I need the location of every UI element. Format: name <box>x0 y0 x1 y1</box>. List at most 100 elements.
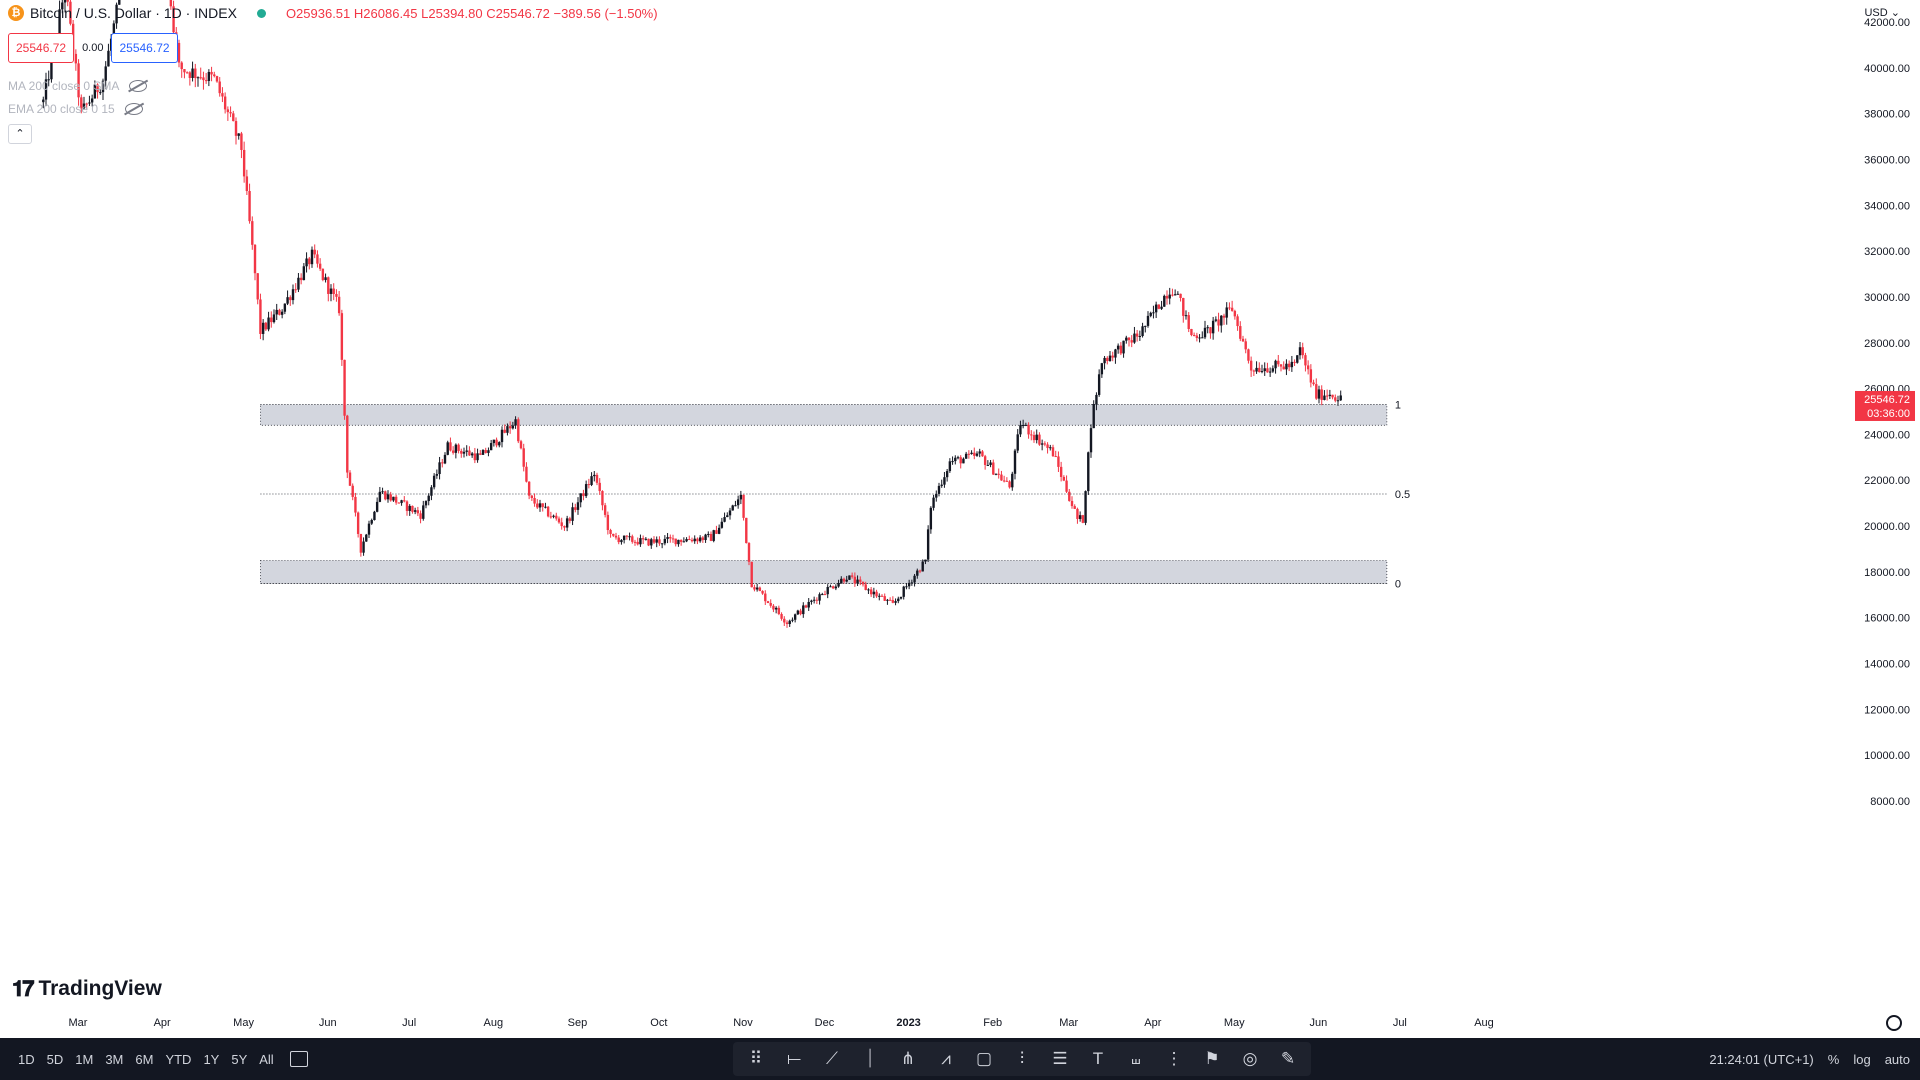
range-button-6m[interactable]: 6M <box>135 1051 154 1067</box>
candle-body <box>785 622 789 625</box>
candle <box>221 87 224 103</box>
rectangle-icon[interactable]: ▢ <box>975 1049 993 1068</box>
range-button-1m[interactable]: 1M <box>75 1051 94 1067</box>
auto-toggle[interactable]: auto <box>1884 1051 1910 1067</box>
collapse-indicators-button[interactable]: ⌃ <box>8 124 32 144</box>
candle <box>834 584 838 591</box>
candle <box>1051 444 1055 457</box>
candle <box>61 0 64 14</box>
horizontal-ray-icon[interactable]: ⟝ <box>786 1049 802 1068</box>
candle-body <box>1021 425 1025 427</box>
candle-body <box>777 607 781 615</box>
candle-body <box>378 491 382 502</box>
time-axis[interactable]: Mar Apr May Jun Jul Aug Sep Oct Nov Dec 2023 Feb Mar… <box>69 1017 1494 1029</box>
circle-icon[interactable]: ◎ <box>1242 1049 1258 1068</box>
candle-body <box>620 540 623 543</box>
hidden-eye-icon[interactable] <box>129 80 148 92</box>
candle-body <box>812 599 816 601</box>
price-chart[interactable]: 10.50 42000.0040000.0038000.0036000.0034… <box>0 0 1920 1038</box>
candle <box>1011 471 1014 491</box>
range-button-5d[interactable]: 5D <box>46 1051 64 1067</box>
candle <box>373 510 376 521</box>
candle-body <box>1236 316 1239 327</box>
candle-body <box>970 452 973 455</box>
candle-body <box>574 507 577 510</box>
candle-body <box>552 515 555 517</box>
price-axis[interactable]: 42000.00 40000.00 38000.00 36000.00 34000.00… <box>1864 17 1910 808</box>
candle <box>821 592 824 596</box>
measure-icon[interactable]: ⧢ <box>1131 1049 1141 1068</box>
candle <box>720 517 724 529</box>
range-button-all[interactable]: All <box>259 1051 274 1067</box>
vertical-line-icon[interactable]: ⏐ <box>865 1049 875 1068</box>
indicator-ma[interactable]: MA 200 close 0 SMA <box>8 79 148 93</box>
candle-body <box>1228 307 1231 309</box>
clock[interactable]: 21:24:01 (UTC+1) <box>1709 1051 1814 1067</box>
candle <box>584 480 588 498</box>
buy-button[interactable]: 25546.72 <box>111 33 178 63</box>
candle-body <box>1165 295 1169 299</box>
pattern-icon[interactable]: ⩘ <box>941 1049 951 1068</box>
candle-body <box>1154 304 1158 313</box>
candle-body <box>568 518 572 521</box>
candle-body <box>473 453 477 461</box>
percent-toggle[interactable]: % <box>1827 1051 1840 1067</box>
goto-date-icon[interactable] <box>289 1051 308 1067</box>
candle-body <box>745 517 748 544</box>
candle <box>183 69 186 79</box>
symbol-title[interactable]: Bitcoin / U.S. Dollar · 1D · INDEX <box>30 5 237 21</box>
candle-body <box>1176 293 1180 295</box>
candle-body <box>712 530 715 541</box>
price-tick: 10000.00 <box>1864 750 1910 762</box>
candle-body <box>698 537 702 542</box>
candle-body <box>747 543 751 562</box>
anchored-vwap-icon[interactable]: ⋮ <box>1165 1049 1183 1068</box>
candle-body <box>1201 337 1204 339</box>
tradingview-logo[interactable]: 𝟏𝟕 TradingView <box>12 976 162 1002</box>
candle <box>1043 441 1047 447</box>
candle <box>1179 293 1182 302</box>
hidden-eye-icon[interactable] <box>124 103 143 115</box>
range-button-5y[interactable]: 5Y <box>231 1051 248 1067</box>
candle-body <box>875 591 878 597</box>
price-tick: 22000.00 <box>1864 475 1910 487</box>
candle-body <box>989 462 992 465</box>
candle-body <box>248 191 251 222</box>
trend-line-icon[interactable]: ⟋ <box>826 1049 838 1068</box>
candle-body <box>500 429 504 443</box>
brush-icon[interactable]: ✎ <box>1280 1049 1296 1068</box>
ohlc-values: O25936.51 H26086.45 L25394.80 C25546.72 … <box>286 6 658 21</box>
pitchfork-icon[interactable]: ⋔ <box>900 1049 916 1068</box>
candle <box>1141 322 1144 338</box>
fib-retracement-icon[interactable]: ☰ <box>1052 1049 1068 1068</box>
candle-body <box>780 614 783 619</box>
range-button-ytd[interactable]: YTD <box>165 1051 192 1067</box>
candle-body <box>983 456 987 465</box>
candle-body <box>476 453 479 461</box>
candle-body <box>1062 476 1066 481</box>
currency-selector[interactable]: USD ⌄ <box>1864 7 1900 19</box>
candle-body <box>1073 506 1076 509</box>
candle <box>842 577 846 584</box>
log-toggle[interactable]: log <box>1853 1051 1871 1067</box>
range-button-1y[interactable]: 1Y <box>203 1051 220 1067</box>
range-button-1d[interactable]: 1D <box>18 1051 35 1067</box>
price-zone <box>260 404 1388 426</box>
sell-button[interactable]: 25546.72 <box>8 33 75 63</box>
settings-gear-icon[interactable] <box>1886 1015 1902 1031</box>
long-position-icon[interactable]: ⫶ <box>1019 1049 1025 1068</box>
text-icon[interactable]: T <box>1092 1049 1104 1068</box>
candle-body <box>916 570 919 576</box>
flag-icon[interactable]: ⚑ <box>1204 1049 1220 1068</box>
candle-body <box>188 72 192 78</box>
candle-body <box>1190 328 1193 336</box>
price-tick: 14000.00 <box>1864 659 1910 671</box>
drag-handle-icon[interactable]: ⠿ <box>749 1049 763 1068</box>
candle <box>1035 429 1038 444</box>
range-button-3m[interactable]: 3M <box>105 1051 124 1067</box>
price-tick: 38000.00 <box>1864 109 1910 121</box>
indicator-ema[interactable]: EMA 200 close 0 15 <box>8 102 143 116</box>
candle <box>196 76 200 87</box>
support-resistance-zones <box>260 404 1388 584</box>
candle-body <box>1184 315 1188 317</box>
